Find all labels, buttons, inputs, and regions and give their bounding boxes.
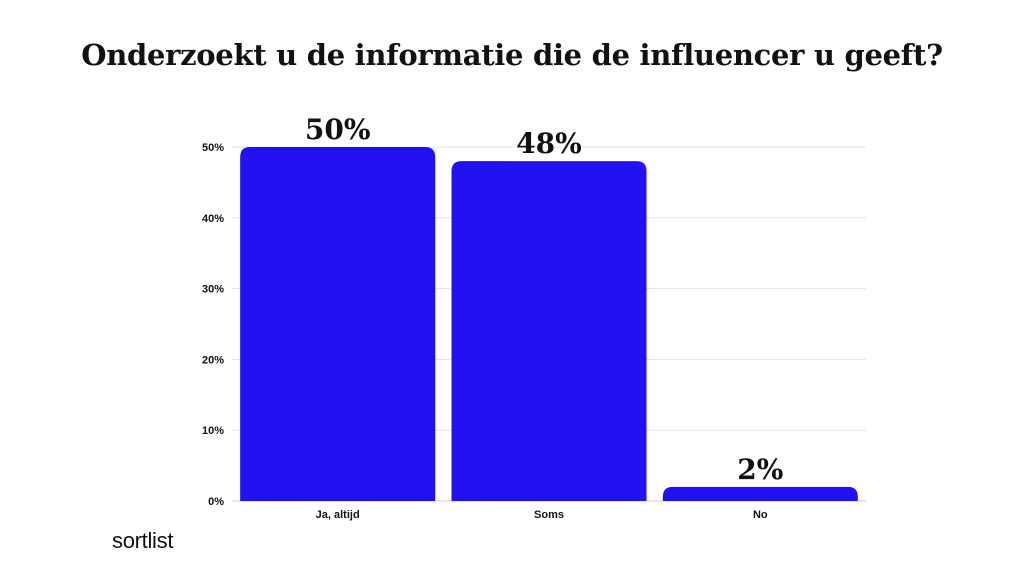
y-tick-label: 30% [202, 284, 224, 296]
y-tick-label: 0% [208, 496, 224, 508]
y-tick-label: 20% [202, 354, 224, 366]
x-tick-label: No [753, 509, 768, 521]
y-tick-label: 50% [202, 142, 224, 154]
x-tick-label: Soms [534, 509, 564, 521]
data-label: 48% [516, 127, 582, 160]
chart-title: Onderzoekt u de informatie die de influe… [81, 38, 943, 72]
bar [240, 147, 436, 501]
data-label: 50% [305, 113, 371, 146]
bar [662, 486, 858, 501]
bar [451, 161, 647, 501]
data-label: 2% [737, 453, 783, 486]
brand-logo: sortlist [112, 528, 174, 553]
y-tick-label: 40% [202, 213, 224, 225]
y-tick-label: 10% [202, 425, 224, 437]
x-tick-label: Ja, altijd [316, 509, 360, 521]
